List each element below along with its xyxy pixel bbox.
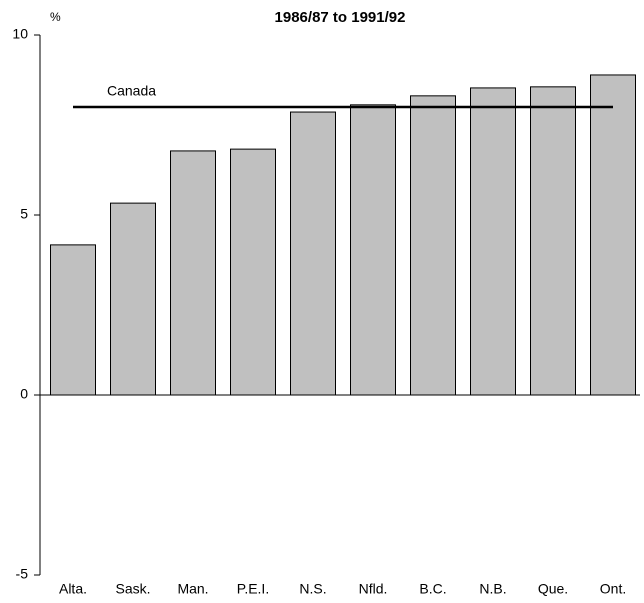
x-tick-label: Que. [538, 581, 568, 597]
x-tick-label: Sask. [115, 581, 150, 597]
bar [230, 148, 276, 396]
bar [110, 202, 156, 396]
chart-title: 1986/87 to 1991/92 [275, 9, 406, 26]
bar [290, 111, 336, 396]
y-tick-label: 10 [12, 26, 28, 42]
bar [530, 86, 576, 396]
x-tick-label: Ont. [600, 581, 626, 597]
reference-label: Canada [107, 83, 156, 99]
y-axis-unit: % [50, 10, 61, 24]
x-tick-label: Alta. [59, 581, 87, 597]
bar [590, 74, 636, 396]
x-tick-label: Man. [177, 581, 208, 597]
x-tick-label: Nfld. [359, 581, 388, 597]
x-tick-label: B.C. [419, 581, 446, 597]
y-tick-label: 0 [20, 386, 28, 402]
bar [50, 244, 96, 396]
y-tick-label: 5 [20, 206, 28, 222]
bar [410, 95, 456, 396]
x-tick-label: N.S. [299, 581, 326, 597]
x-tick-label: P.E.I. [237, 581, 269, 597]
bar [170, 150, 216, 396]
bar [470, 87, 516, 396]
y-tick-label: -5 [16, 566, 29, 582]
x-tick-label: N.B. [479, 581, 506, 597]
bar [350, 104, 396, 396]
